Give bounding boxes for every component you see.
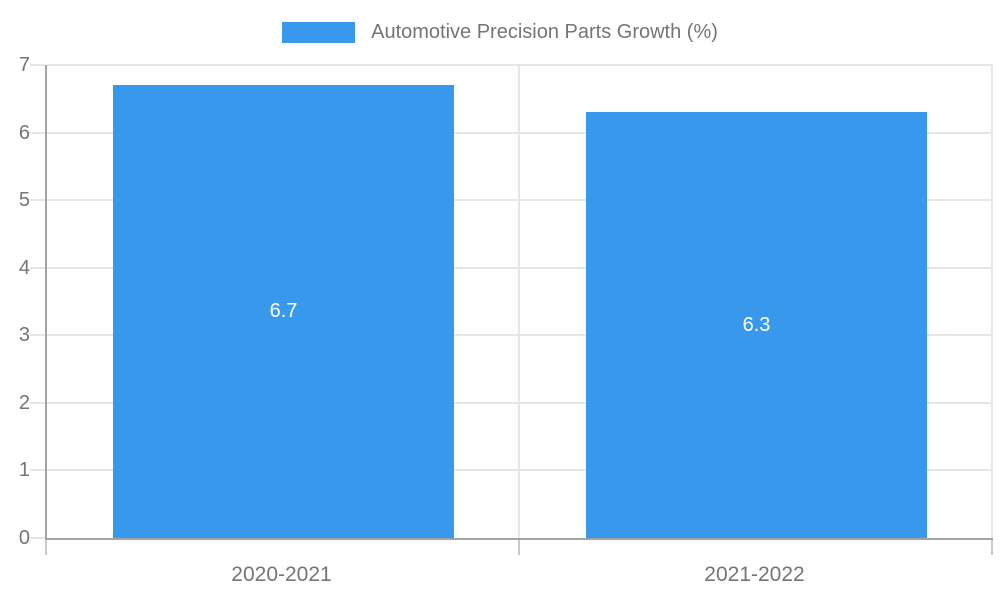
y-axis-label: 4 [18, 256, 30, 279]
y-axis-label: 6 [18, 121, 30, 144]
gridline [47, 469, 993, 472]
y-axis-label: 3 [18, 324, 30, 347]
x-axis-tick [45, 540, 47, 555]
y-axis-label: 5 [18, 189, 30, 212]
legend-label: Automotive Precision Parts Growth (%) [371, 21, 718, 43]
gridline [47, 131, 993, 134]
legend-item[interactable]: Automotive Precision Parts Growth (%) [282, 20, 718, 44]
y-axis-tick [30, 469, 45, 472]
x-axis-tick [518, 540, 520, 555]
y-axis-tick [30, 401, 45, 404]
gridline [47, 64, 993, 66]
legend-swatch-icon [282, 21, 356, 43]
y-axis-tick [30, 64, 45, 66]
bar: 6.3 [586, 112, 927, 538]
y-axis-label: 2 [18, 391, 30, 414]
plot-area: 6.7 6.3 [45, 64, 993, 540]
gridline-vertical [991, 65, 993, 538]
legend: Automotive Precision Parts Growth (%) [0, 20, 1000, 44]
x-axis-label: 2021-2022 [704, 563, 805, 586]
bar: 6.7 [113, 85, 454, 538]
gridline-vertical [518, 65, 520, 538]
x-axis-label: 2020-2021 [231, 563, 332, 586]
y-axis-label: 7 [18, 54, 30, 76]
bar-value-label: 6.3 [742, 313, 771, 336]
y-axis-tick [30, 199, 45, 202]
y-axis-tick [30, 537, 45, 539]
gridline [47, 266, 993, 269]
bar-value-label: 6.7 [269, 300, 298, 323]
y-axis-tick [30, 266, 45, 269]
gridline [47, 334, 993, 337]
y-axis-label: 1 [18, 459, 30, 482]
y-axis-label: 0 [18, 527, 30, 549]
gridline [47, 199, 993, 202]
y-axis-tick [30, 131, 45, 134]
y-axis-tick [30, 334, 45, 337]
gridline [47, 401, 993, 404]
x-axis-tick [991, 540, 993, 555]
